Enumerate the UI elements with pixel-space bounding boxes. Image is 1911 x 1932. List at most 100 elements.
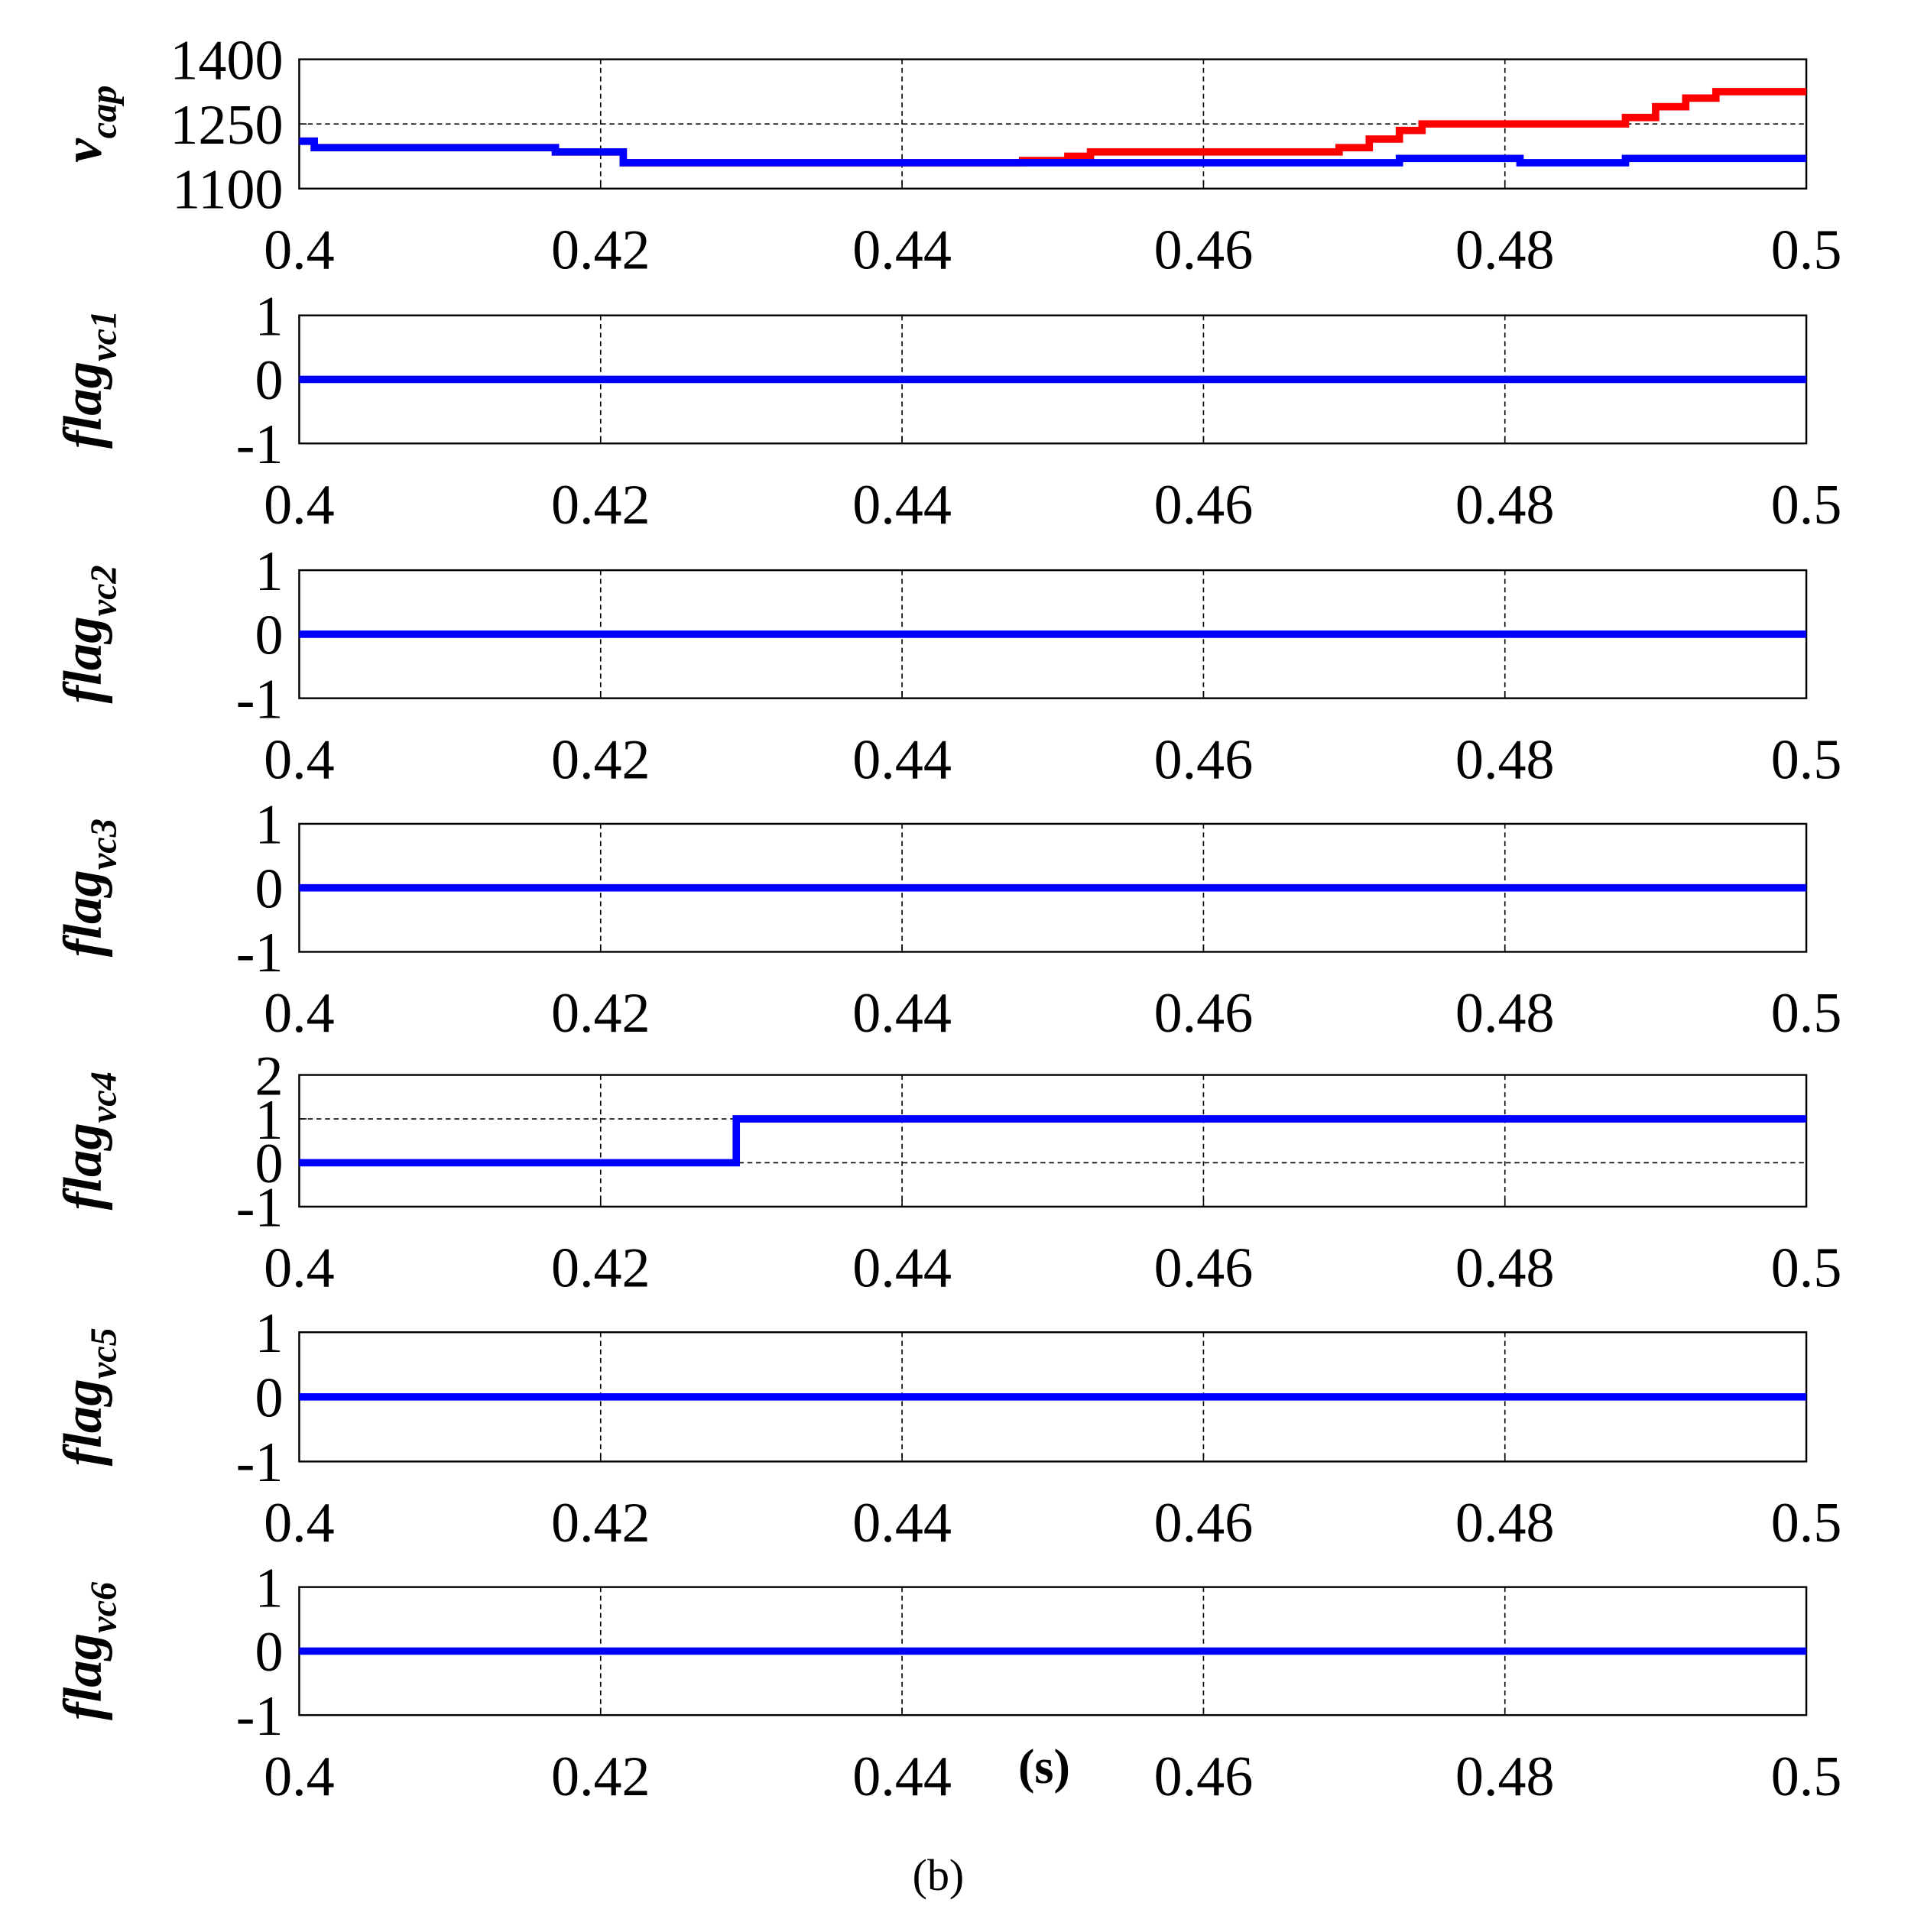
x-tick-label: 0.42 [551,474,651,536]
x-tick-label: 0.48 [1455,1237,1555,1300]
x-tick-label: 0.44 [852,1237,952,1300]
y-tick-label: -1 [236,1431,284,1494]
subplot: 0.4 0.42 0.44 0.46 0.48 0.5 -101 flagvc2 [54,540,1841,791]
y-axis-label: flagvc2 [54,565,124,703]
y-axis-label: flagvc5 [54,1327,124,1466]
y-tick-label: -1 [236,1177,284,1240]
x-tick-label: 0.42 [551,1746,651,1808]
plot-area [299,1075,1807,1207]
y-axis-label-main: flag [54,1633,113,1720]
x-tick-label: 0.4 [264,728,335,791]
x-tick-label: 0.48 [1455,1746,1555,1808]
x-tick-label: 0.44 [852,728,952,791]
x-tick-label: 0.5 [1771,474,1842,536]
subplot: 0.4 0.42 0.44 0.46 0.48 0.5 -101 flagvc1 [54,285,1841,536]
y-tick-label: 1 [255,1302,283,1365]
y-axis-label-main: flag [54,1123,113,1210]
y-axis-label: flagvc4 [54,1071,124,1210]
y-axis-label-sub: vc6 [83,1581,124,1633]
y-axis-label-sub: vc5 [83,1327,124,1379]
x-axis-label: (s) [1018,1739,1070,1794]
x-tick-label: 0.44 [852,1746,952,1808]
y-tick-label: 1 [255,540,283,603]
y-axis-label-sub: cap [83,86,124,139]
x-tick-label: 0.44 [852,474,952,536]
y-tick-label: 1100 [172,159,283,222]
data-line [299,1115,1807,1167]
axes-frame [298,1074,1808,1208]
y-axis-label-main: flag [54,1379,113,1466]
x-tick-label: 0.5 [1771,1746,1842,1808]
x-tick-label: 0.44 [852,219,952,281]
y-axis-label-main: flag [54,616,113,703]
x-tick-label: 0.5 [1771,982,1842,1045]
y-tick-label: 1 [255,1557,283,1619]
y-axis-label: flagvc6 [54,1581,124,1720]
y-axis-label: vcap [54,86,124,163]
x-tick-label: 0.46 [1154,982,1254,1045]
x-tick-label: 0.42 [551,1492,651,1554]
y-tick-label: 1 [255,1089,283,1152]
y-axis-label-main: flag [54,870,113,957]
y-axis-label-sub: vc4 [83,1071,124,1123]
x-tick-label: 0.48 [1455,1492,1555,1554]
x-tick-label: 0.44 [852,982,952,1045]
y-tick-label: 1400 [170,29,283,92]
x-tick-label: 0.44 [852,1492,952,1554]
y-tick-label: 0 [255,1621,283,1684]
x-tick-label: 0.5 [1771,219,1842,281]
subplot: 0.4 0.42 0.44 0.46 0.48 0.5 -101 flagvc3 [54,794,1841,1045]
y-axis-label: flagvc3 [54,819,124,957]
y-tick-label: 0 [255,1367,283,1430]
caption: (b) [913,1850,965,1900]
x-tick-label: 0.4 [264,1746,335,1808]
y-tick-label: 0 [255,1133,283,1195]
y-tick-label: 0 [255,605,283,667]
y-axis-label-sub: vc3 [83,819,124,870]
y-tick-label: -1 [236,922,284,984]
x-tick-label: 0.5 [1771,1237,1842,1300]
y-tick-label: -1 [236,668,284,731]
data-line [299,137,1807,167]
subplot: 0.4 0.42 0.44 0.46 0.48 0.5 -101 flagvc5 [54,1302,1841,1554]
x-tick-label: 0.42 [551,728,651,791]
x-tick-label: 0.42 [551,982,651,1045]
y-axis-label-main: v [54,138,113,163]
x-tick-label: 0.48 [1455,219,1555,281]
x-tick-label: 0.4 [264,474,335,536]
x-tick-label: 0.46 [1154,1492,1254,1554]
x-tick-label: 0.46 [1154,219,1254,281]
y-tick-label: 1 [255,285,283,348]
x-tick-label: 0.48 [1455,728,1555,791]
y-tick-label: -1 [236,413,284,476]
y-axis-label-main: flag [54,361,113,449]
y-axis-label-sub: vc2 [83,565,124,616]
y-tick-label: 1250 [170,94,283,157]
x-tick-label: 0.4 [264,1492,335,1554]
y-axis-label: flagvc1 [54,310,124,449]
x-tick-label: 0.4 [264,219,335,281]
axes-frame [298,58,1808,190]
x-tick-label: 0.5 [1771,1492,1842,1554]
y-tick-label: 1 [255,794,283,857]
y-tick-label: -1 [236,1685,284,1748]
x-tick-label: 0.42 [551,1237,651,1300]
x-tick-label: 0.48 [1455,474,1555,536]
x-tick-label: 0.46 [1154,728,1254,791]
y-tick-label: 0 [255,857,283,920]
y-tick-label: 2 [255,1045,283,1107]
y-tick-label: 0 [255,349,283,412]
x-tick-label: 0.46 [1154,1237,1254,1300]
x-tick-label: 0.5 [1771,728,1842,791]
y-axis-label-sub: vc1 [83,310,124,361]
x-tick-label: 0.46 [1154,1746,1254,1808]
x-tick-label: 0.46 [1154,474,1254,536]
x-tick-label: 0.48 [1455,982,1555,1045]
x-tick-label: 0.4 [264,982,335,1045]
x-tick-label: 0.4 [264,1237,335,1300]
subplot: 0.4 0.42 0.44 0.46 0.48 0.5 -101 flagvc6 (s) [54,1557,1841,1807]
x-tick-label: 0.42 [551,219,651,281]
